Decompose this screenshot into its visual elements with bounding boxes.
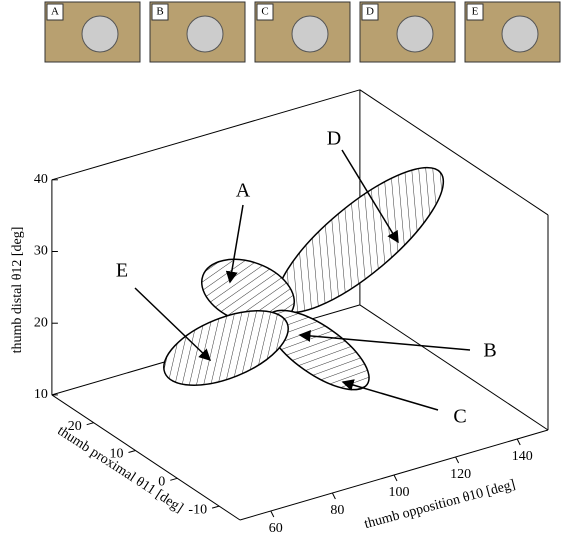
label-box — [46, 3, 64, 21]
can — [81, 15, 119, 53]
x-tick — [270, 510, 275, 518]
label-box — [466, 3, 484, 21]
x-tick-label: 100 — [389, 485, 410, 500]
label-box — [256, 3, 274, 21]
z-tick-label: 10 — [34, 387, 48, 402]
panel-label: B — [156, 6, 163, 18]
arrow — [341, 149, 399, 244]
ellipsoid — [163, 310, 289, 386]
y-tick — [128, 450, 136, 453]
x-tick — [455, 456, 460, 464]
y-tick — [211, 505, 220, 509]
panel-label: D — [366, 6, 374, 18]
y-tick-label: 10 — [110, 447, 124, 462]
x-tick-label: 60 — [269, 521, 283, 536]
x-tick — [331, 492, 336, 500]
arrow — [298, 329, 471, 351]
box-edge — [359, 304, 549, 431]
annotation: D — [327, 128, 341, 150]
x-tick — [516, 438, 521, 446]
y-tick — [86, 422, 94, 426]
x-tick — [393, 474, 398, 482]
z-tick-label: 40 — [34, 172, 48, 187]
label-box — [361, 3, 379, 21]
z-axis-label: thumb distal θ12 [deg] — [10, 227, 25, 354]
photo-strip: A B C D E — [44, 1, 561, 63]
can — [186, 15, 224, 53]
label-box — [151, 3, 169, 21]
x-tick-label: 120 — [450, 467, 471, 482]
arrow — [134, 287, 212, 362]
plot: 60 80 100 120 140 -10 0 10 20 10 20 30 40 thumb oppos… — [10, 89, 549, 536]
y-axis-label: thumb proximal θ11 [deg] — [55, 424, 186, 516]
z-tick-label: 20 — [34, 315, 48, 330]
y-tick-label: -10 — [188, 502, 207, 517]
panel-label: A — [51, 6, 59, 18]
annotation: A — [236, 180, 251, 202]
arrow — [225, 204, 244, 284]
box-edge — [51, 89, 361, 181]
can — [501, 15, 539, 53]
x-axis-label: thumb opposition θ10 [deg] — [363, 477, 517, 532]
panel-label: C — [261, 6, 268, 18]
can — [396, 15, 434, 53]
x-tick-label: 80 — [330, 503, 344, 518]
y-tick-label: 20 — [68, 419, 82, 434]
arrow — [341, 379, 439, 411]
x-tick-label: 140 — [512, 449, 533, 464]
annotation: B — [483, 340, 496, 362]
can — [291, 15, 329, 53]
box-edge — [359, 89, 549, 216]
y-tick-label: 0 — [158, 475, 165, 490]
annotation: E — [116, 260, 128, 282]
y-tick — [170, 477, 178, 481]
panel-label: E — [472, 6, 479, 18]
z-tick-label: 30 — [34, 244, 48, 259]
axis-line — [51, 394, 241, 521]
annotation: C — [453, 406, 466, 428]
